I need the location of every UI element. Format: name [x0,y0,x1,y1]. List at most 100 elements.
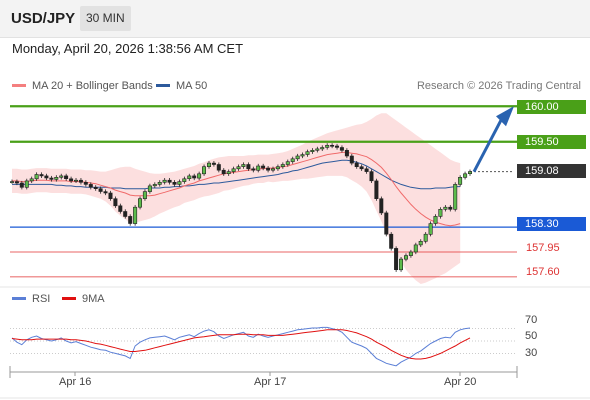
candle [310,148,315,154]
candle [197,171,202,181]
candle [172,180,177,187]
candle [320,145,325,152]
legend-ma-bb-label: MA 20 + Bollinger Bands [32,80,153,92]
candle-body [394,248,399,270]
candle [93,185,98,191]
candle [443,205,448,212]
candle [241,162,246,169]
candle [339,145,344,153]
candle-body [157,182,162,185]
candle [78,178,83,185]
candle-body [142,191,147,200]
candle [374,178,379,201]
legend-rsi: RSI [12,293,50,305]
candle [295,153,300,161]
candle [49,175,54,182]
candle [14,179,19,186]
candle [221,168,226,176]
candle-body [305,151,310,155]
candle-body [93,187,98,190]
candle-body [108,192,113,199]
candle [113,196,118,208]
candle [10,179,15,184]
candle [64,173,69,181]
candle-body [123,211,128,217]
interval-button[interactable]: 30 MIN [80,6,131,31]
candle [305,149,310,157]
rsi-tick-70: 70 [525,314,538,326]
candle-body [74,179,79,182]
candle [275,164,280,171]
candle-body [349,155,354,164]
rsi-tick-50: 50 [525,330,538,342]
legend-ma50-label: MA 50 [176,80,208,92]
candle-body [69,178,74,182]
candle-body [285,161,290,165]
candle [83,180,88,187]
candle [270,166,275,173]
candle-body [54,177,59,180]
candle [231,166,236,174]
candle [467,169,472,176]
candle [123,209,128,219]
candle-body [14,181,19,184]
candle-body [19,182,24,188]
candle [280,162,285,169]
bollinger-band-area [12,113,461,284]
candle [142,189,147,201]
candle-body [261,165,266,169]
candle [290,156,295,164]
candle-body [34,174,39,180]
candle [418,239,423,248]
candle [349,153,354,166]
candle [167,178,172,185]
candle [54,175,59,182]
candle [448,205,453,212]
candle-body [29,178,34,182]
candle [398,256,403,272]
candle [369,169,374,184]
candle-body [202,166,207,175]
xaxis-label-apr16: Apr 16 [59,376,92,388]
candle [256,163,261,173]
candle-body [418,241,423,246]
candle [118,203,123,214]
candle-body [236,166,241,170]
candle-body [280,164,285,167]
xaxis-label-apr20: Apr 20 [444,376,477,388]
candle-body [231,168,236,172]
candle [433,214,438,226]
candle [192,173,197,181]
candle-body [330,145,335,147]
candle [157,180,162,187]
candle-body [467,171,472,175]
candle-body [103,191,108,194]
candle-body [226,171,231,175]
candle [39,172,44,179]
candle-body [152,184,157,187]
candle-body [162,179,167,183]
candle-body [251,168,256,171]
candle-body [246,164,251,170]
legend-rsi-ma-label: 9MA [82,293,105,305]
candle [226,169,231,176]
rsi-tick-30: 30 [525,347,538,359]
candle-body [310,150,315,153]
candle-body [359,166,364,170]
candle-body [453,184,458,210]
candle [403,253,408,262]
candle [334,143,339,150]
ma50-line [12,159,461,190]
candle-body [320,147,325,150]
legend-rsi-swatch [12,296,26,300]
candle [24,178,29,190]
candle-body [64,175,69,179]
candle-body [44,175,49,179]
candle-body [374,180,379,199]
candle [133,205,138,226]
candle-body [147,185,152,192]
candle-body [241,164,246,167]
candle [207,160,212,169]
candle-body [49,177,54,180]
